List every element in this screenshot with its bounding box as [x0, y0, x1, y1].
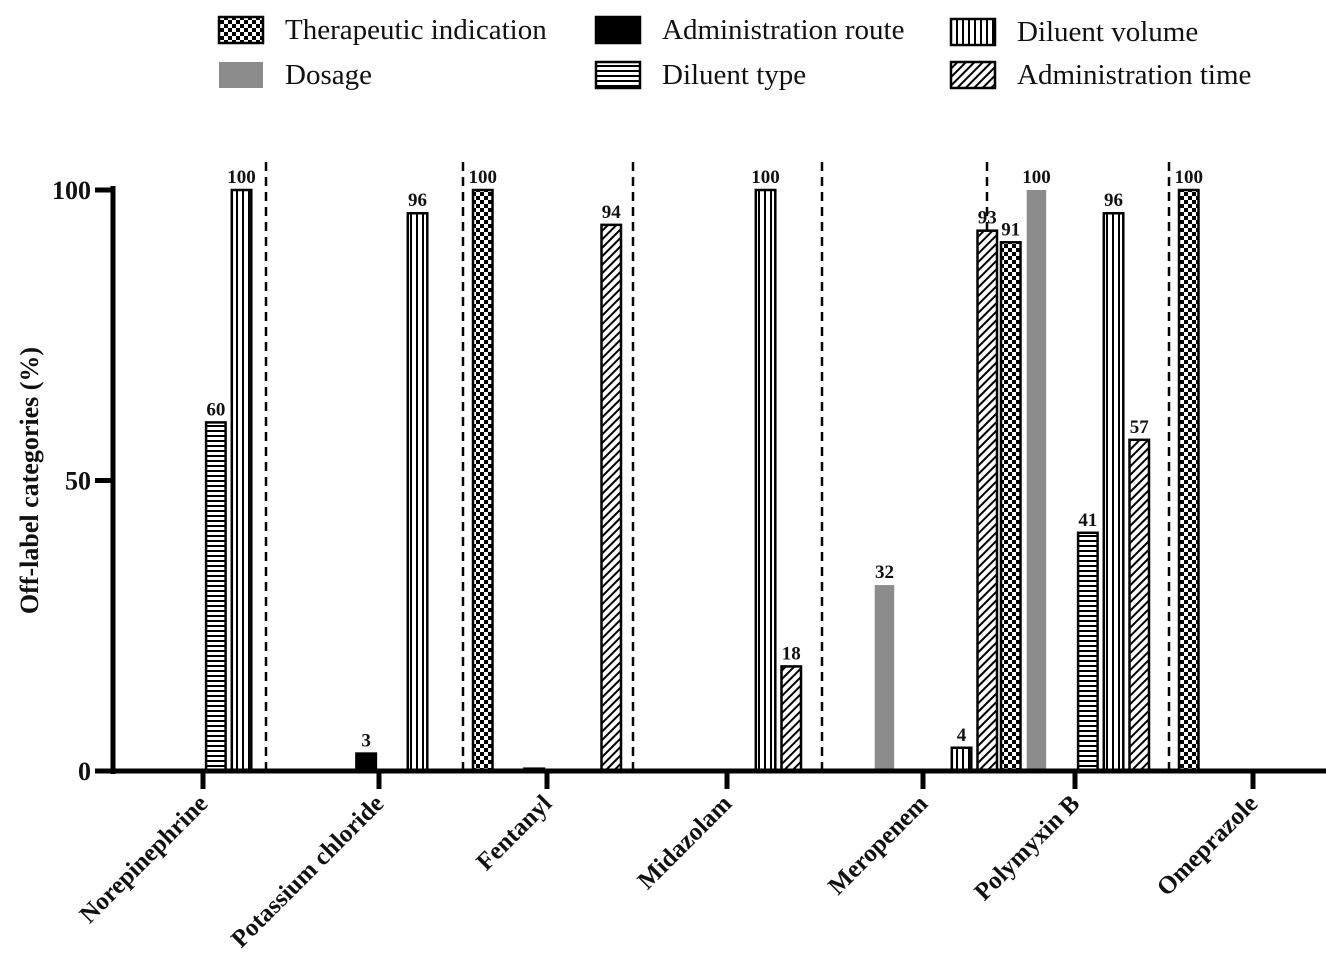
bar-group-potassium-chloride: 3 96 [355, 190, 429, 773]
bar-meropenem-administration-time [976, 229, 999, 773]
legend-label: Diluent type [662, 59, 806, 91]
legend-item-administration-time: Administration time [949, 59, 1251, 91]
data-label: 94 [602, 202, 622, 223]
legend-item-diluent-type: Diluent type [594, 59, 806, 91]
data-label: 100 [469, 167, 498, 188]
data-label: 41 [1078, 510, 1097, 531]
bar-norepinephrine-diluent-volume [230, 188, 253, 773]
legend-swatch [949, 60, 997, 90]
bar-polymyxin-b-administration-time [1128, 438, 1151, 773]
legend-item-administration-route: Administration route [594, 14, 904, 46]
y-axis-title: Off-label categories (%) [15, 347, 44, 614]
legend-item-dosage: Dosage [219, 59, 372, 91]
data-label: 18 [782, 643, 801, 664]
legend-label: Therapeutic indication [285, 14, 547, 46]
data-label: 32 [875, 562, 894, 583]
x-tick-label: Potassium chloride [226, 790, 389, 953]
bar-meropenem-diluent-volume [950, 746, 973, 773]
legend-swatch [594, 15, 642, 45]
bar-polymyxin-b-therapeutic-indication [999, 241, 1022, 773]
data-label: 96 [1104, 190, 1123, 211]
bar-midazolam-administration-time [780, 665, 803, 773]
legend-label: Administration route [662, 14, 904, 46]
bar-group-omeprazole: 100 [1175, 167, 1204, 773]
bar-polymyxin-b-diluent-volume [1102, 211, 1125, 773]
bar-norepinephrine-diluent-type [204, 421, 227, 773]
data-label: 96 [408, 190, 427, 211]
bar-group-polymyxin-b: 91 100 41 96 57 [999, 167, 1151, 773]
bar-polymyxin-b-dosage [1026, 190, 1047, 771]
data-label: 4 [957, 725, 967, 746]
legend-label: Diluent volume [1017, 16, 1198, 48]
legend-swatch [949, 17, 997, 47]
x-tick-label: Norepinephrine [75, 790, 214, 929]
bar-group-midazolam: 100 18 [751, 167, 803, 773]
x-tick-label: Fentanyl [471, 790, 557, 876]
data-label: 57 [1130, 417, 1150, 438]
bar-potassium-chloride-administration-route [355, 752, 378, 773]
bar-fentanyl-administration-time [600, 223, 623, 773]
data-label: 93 [978, 208, 997, 229]
bar-polymyxin-b-diluent-type [1076, 531, 1099, 773]
x-tick-label: Midazolam [633, 790, 738, 895]
bar-meropenem-dosage [874, 585, 895, 771]
legend-label: Administration time [1017, 59, 1251, 91]
data-label: 60 [206, 399, 225, 420]
y-tick-label: 100 [52, 176, 91, 205]
bar-potassium-chloride-diluent-volume [406, 211, 429, 773]
legend-swatch [219, 62, 263, 88]
data-label: 91 [1001, 219, 1020, 240]
bar-group-meropenem: 32 4 93 [874, 208, 999, 773]
y-tick-label: 0 [78, 757, 91, 786]
x-tick-label: Polymyxin B [969, 790, 1085, 906]
legend-swatch [594, 60, 642, 90]
bar-fentanyl-therapeutic-indication [471, 188, 494, 773]
legend-item-diluent-volume: Diluent volume [949, 16, 1198, 48]
x-tick-label: Meropenem [823, 790, 933, 900]
bar-group-norepinephrine: 60 100 [204, 167, 256, 773]
data-label: 100 [751, 167, 780, 188]
bar-group-fentanyl: 100 94 [469, 167, 623, 773]
data-label: 100 [227, 167, 256, 188]
data-label: 100 [1175, 167, 1204, 188]
legend-label: Dosage [285, 59, 372, 91]
legend-swatch [217, 15, 265, 45]
legend-item-therapeutic-indication: Therapeutic indication [217, 14, 547, 46]
y-tick-label: 50 [65, 467, 91, 496]
bar-omeprazole-therapeutic-indication [1177, 188, 1200, 773]
legend: Therapeutic indication Administration rou… [217, 14, 1251, 91]
bar-midazolam-diluent-volume [754, 188, 777, 773]
data-label: 3 [361, 731, 371, 752]
x-tick-label: Omeprazole [1152, 790, 1263, 901]
data-label: 100 [1022, 167, 1051, 188]
